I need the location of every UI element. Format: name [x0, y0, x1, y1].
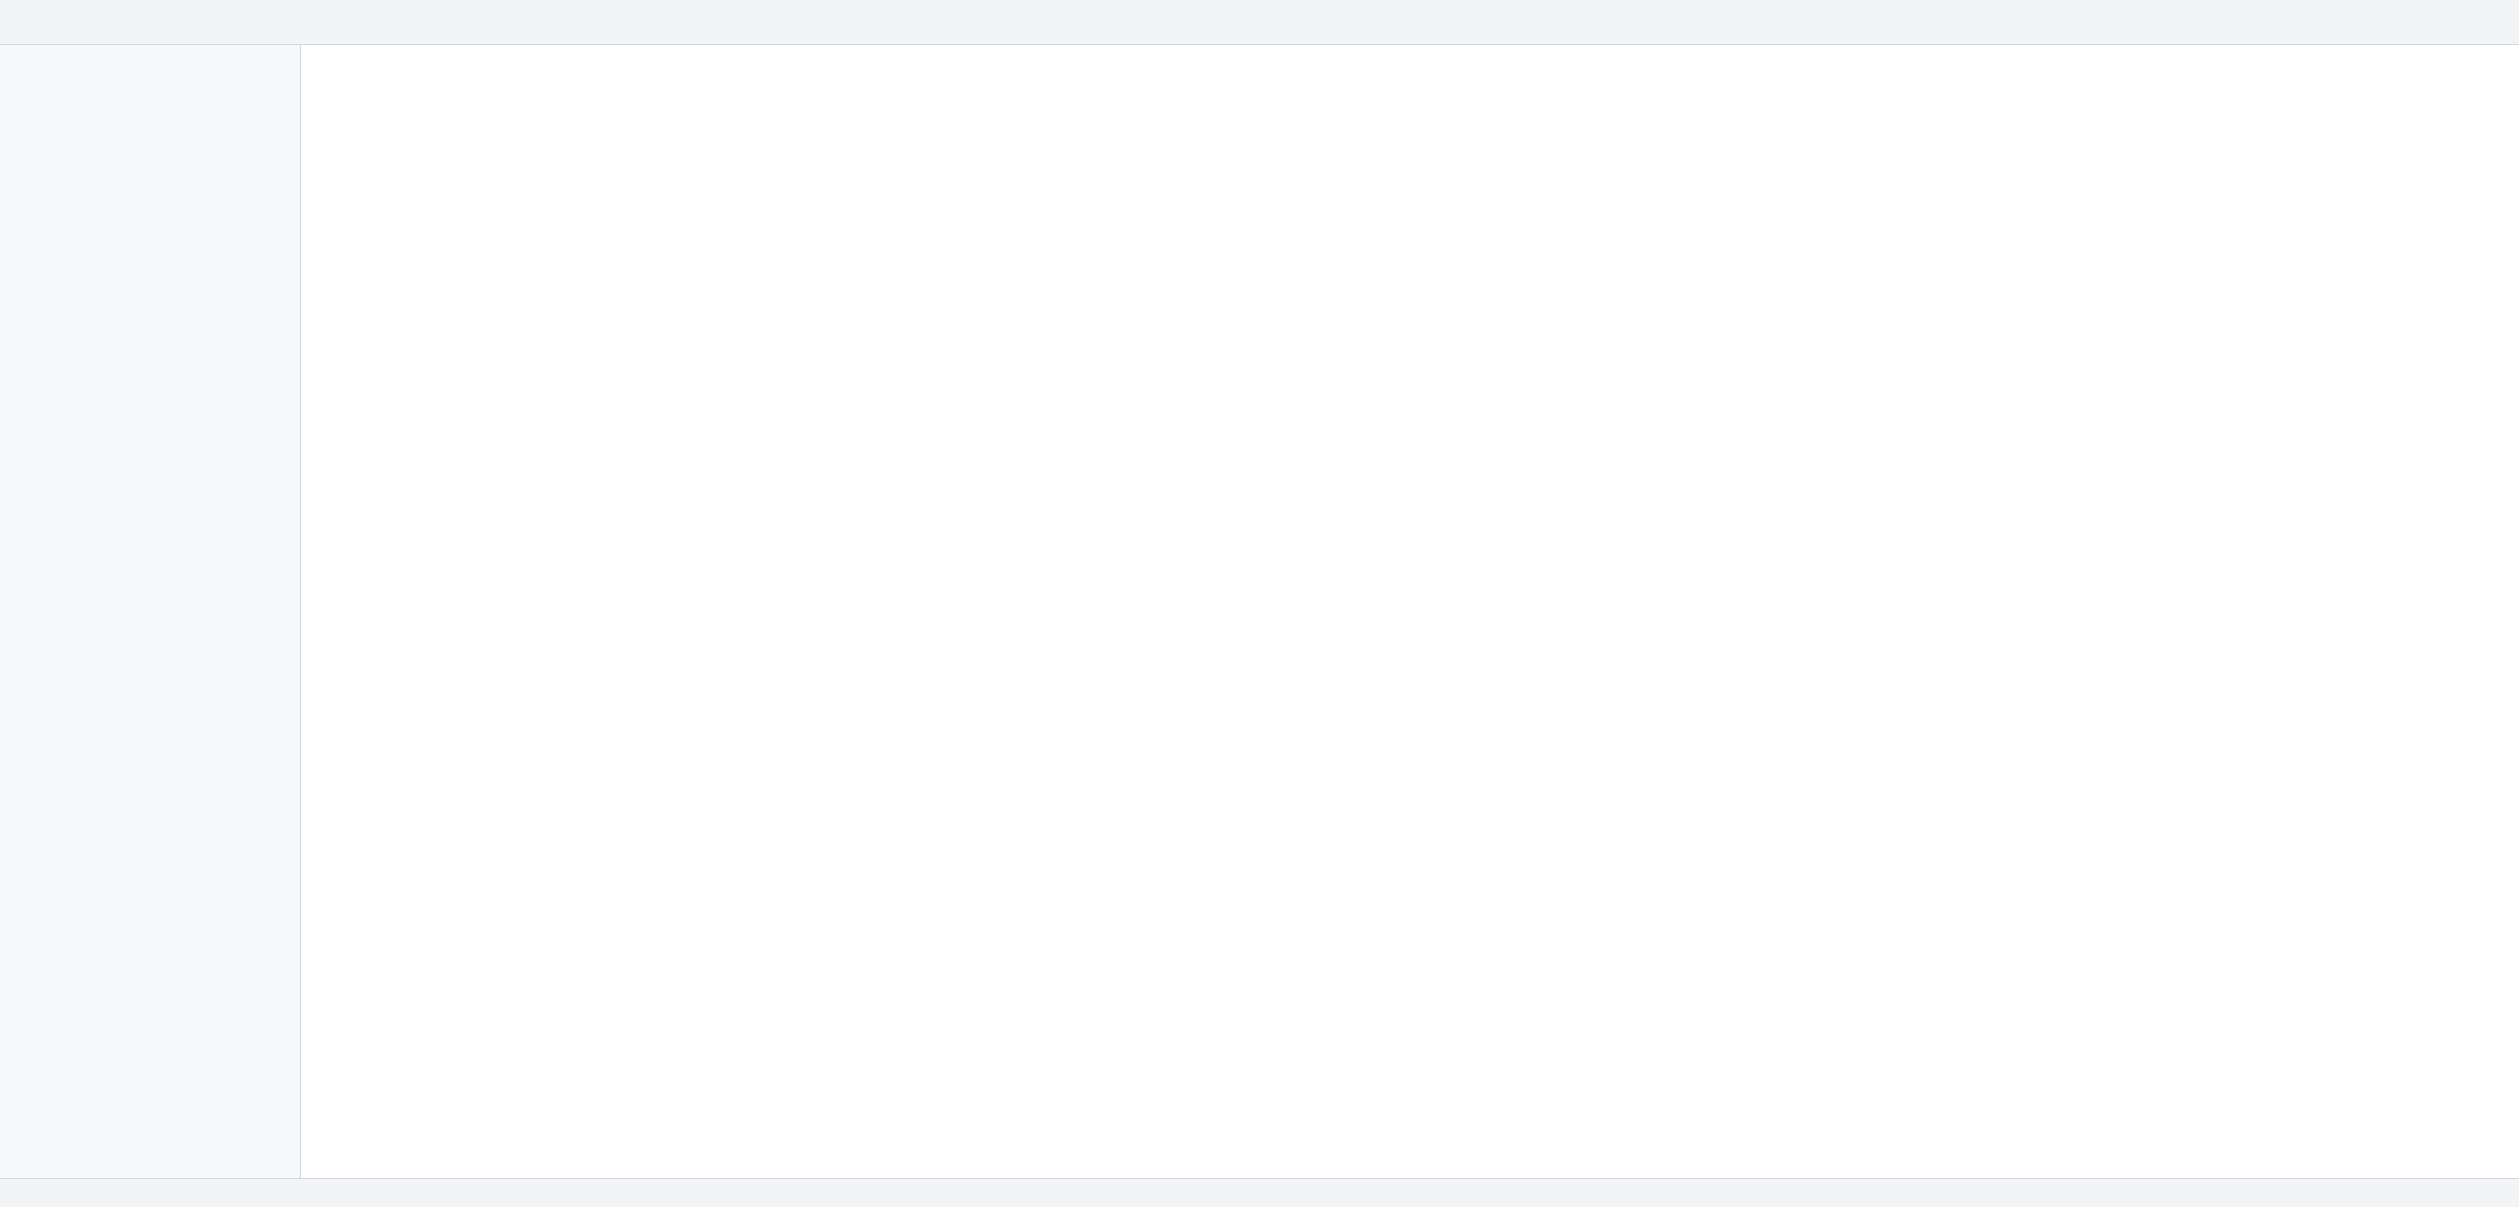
status-bar	[0, 1178, 2519, 1207]
main-area	[0, 45, 2519, 1178]
sidebar	[0, 45, 301, 1178]
content-pane	[301, 45, 2519, 1178]
title-bar	[0, 0, 2519, 45]
